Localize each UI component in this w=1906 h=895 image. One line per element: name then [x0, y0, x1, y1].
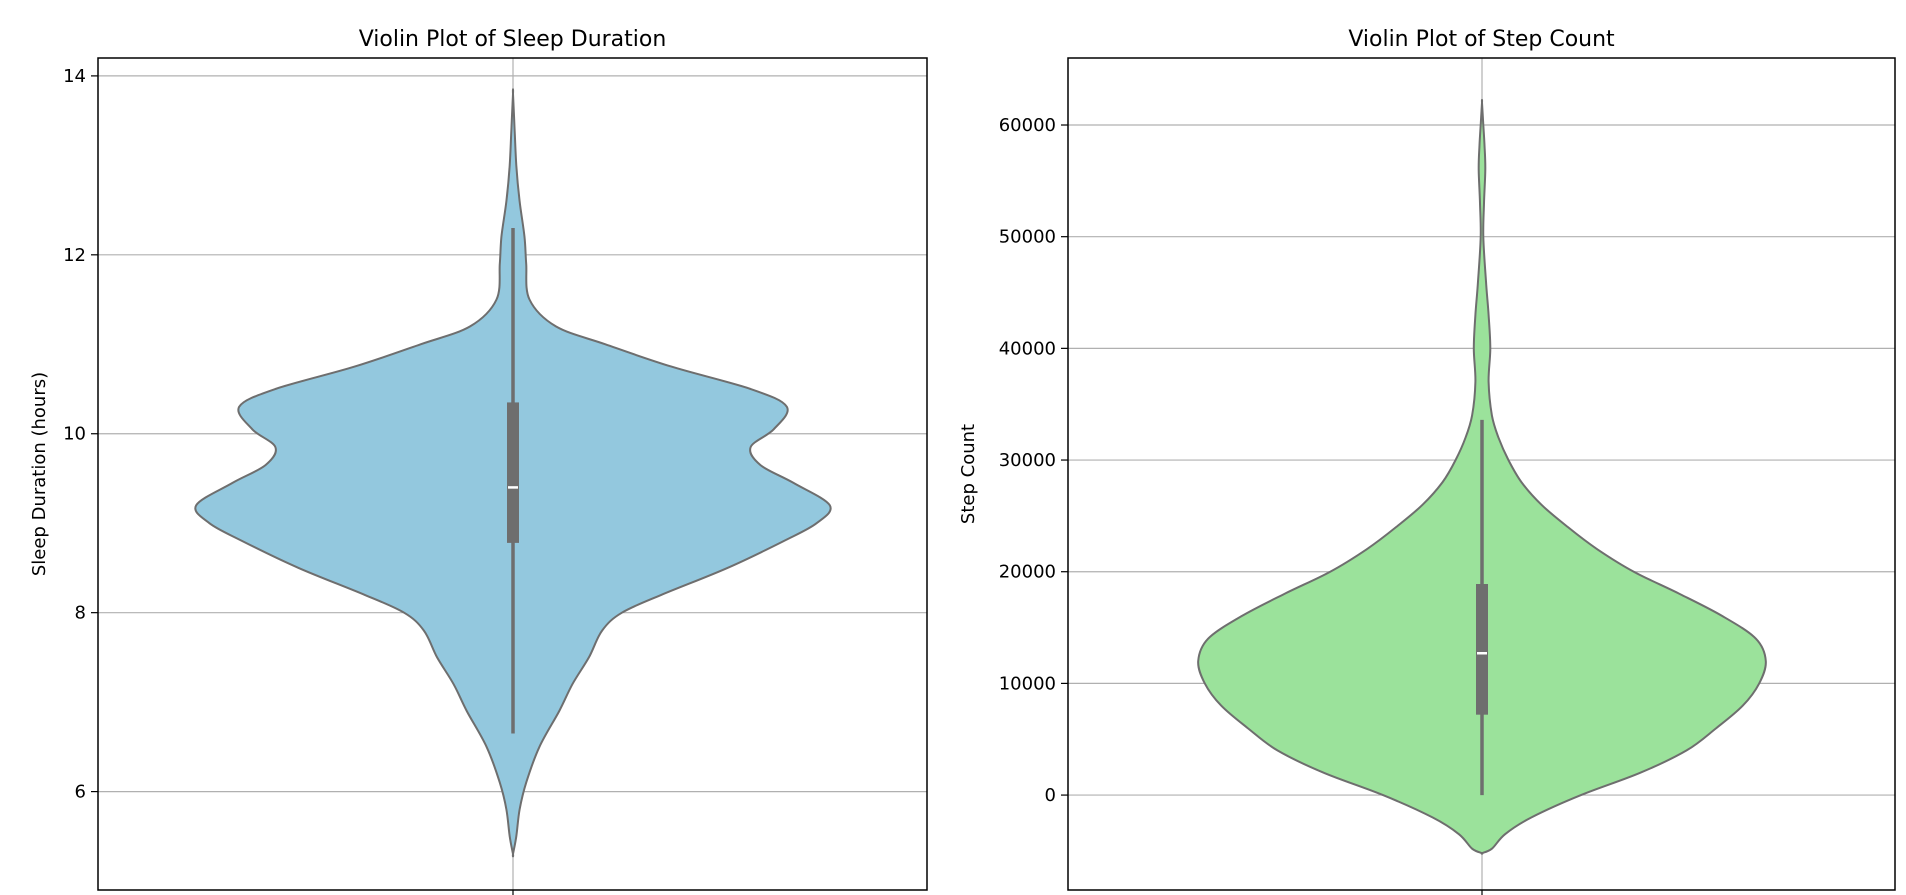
sleep-ytick-label-4: 14 — [63, 66, 86, 87]
sleep-ytick-label-1: 8 — [75, 603, 86, 624]
sleep-ytick-label-0: 6 — [75, 782, 86, 803]
step-iqr-box — [1476, 584, 1488, 715]
step-y-axis-label: Step Count — [958, 424, 979, 524]
sleep-chart-title: Violin Plot of Sleep Duration — [359, 27, 667, 52]
sleep-box — [507, 227, 519, 734]
step-ytick-label-1: 10000 — [999, 673, 1056, 694]
sleep-y-ticks: 6 8 10 12 14 — [63, 66, 514, 895]
step-box — [1476, 419, 1488, 796]
step-ytick-label-4: 40000 — [999, 338, 1056, 359]
sleep-duration-panel: 6 8 10 12 14 Violin Plot of Sleep Duration S… — [29, 27, 928, 895]
sleep-iqr-box — [507, 402, 519, 543]
step-ytick-label-3: 30000 — [999, 450, 1056, 471]
step-ytick-label-5: 50000 — [999, 227, 1056, 248]
step-ytick-label-2: 20000 — [999, 562, 1056, 583]
step-y-ticks: 0 10000 20000 30000 40000 50000 60000 — [999, 115, 1483, 895]
step-ytick-label-6: 60000 — [999, 115, 1056, 136]
sleep-ytick-label-3: 12 — [63, 245, 86, 266]
sleep-ytick-label-2: 10 — [63, 424, 86, 445]
step-ytick-label-0: 0 — [1045, 785, 1056, 806]
step-chart-title: Violin Plot of Step Count — [1348, 27, 1615, 52]
step-count-panel: 0 10000 20000 30000 40000 50000 60000 Violin P… — [958, 27, 1896, 895]
sleep-y-axis-label: Sleep Duration (hours) — [29, 372, 50, 576]
